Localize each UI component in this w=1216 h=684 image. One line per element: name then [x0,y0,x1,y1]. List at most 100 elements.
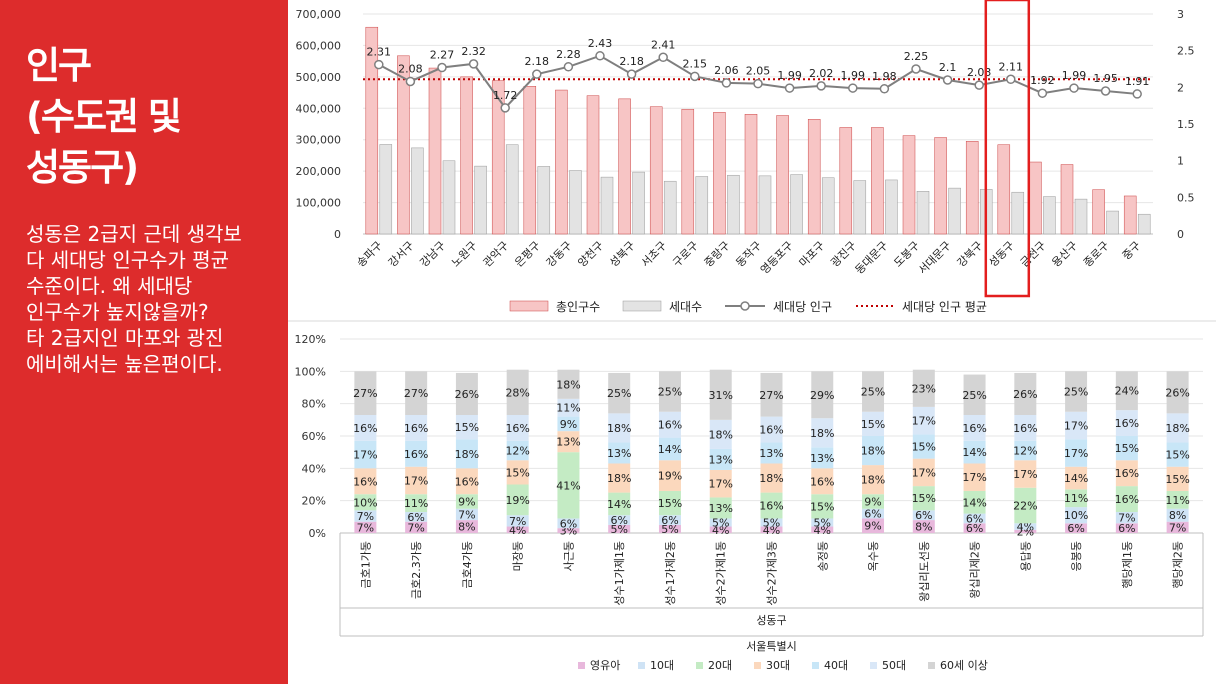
stacked-segment [760,526,783,533]
legend-label: 30대 [766,659,790,672]
segment-data-label: 41% [556,479,580,492]
x-tick-label: 강남구 [417,239,448,270]
segment-data-label: 16% [353,475,377,488]
stacked-segment [354,468,377,495]
stacked-segment [1166,521,1189,533]
segment-data-label: 18% [861,474,885,487]
segment-data-label: 22% [1013,500,1037,513]
household-bar [1137,213,1151,235]
stacked-segment [963,513,986,524]
segment-data-label: 17% [709,478,733,491]
ratio-data-label: 2.28 [556,48,581,61]
segment-data-label: 13% [810,452,834,465]
population-bar [649,106,663,235]
x-tick-label: 은평구 [512,239,543,270]
stacked-segment [557,518,580,529]
segment-data-label: 6% [1118,522,1135,535]
x-tick-label: 사근동 [562,541,575,571]
x-tick-label: 중구 [1120,239,1144,263]
x-tick-label: 서초구 [639,239,670,270]
ratio-data-label: 1.72 [493,89,518,102]
population-bar [555,89,568,235]
x-tick-label: 강서구 [386,239,417,270]
household-bar [474,165,487,235]
segment-data-label: 16% [1115,417,1139,430]
stacked-segment [405,494,428,512]
x-tick-label: 서대문구 [916,239,954,277]
household-bar [821,177,835,235]
ratio-data-label: 2.18 [619,55,644,68]
x-tick-label: 관악구 [481,239,512,270]
segment-data-label: 25% [962,389,986,402]
x-axis-outer-label: 서울특별시 [746,640,797,653]
stacked-segment [709,518,732,527]
ratio-point [532,69,542,79]
segment-data-label: 27% [404,387,428,400]
segment-data-label: 25% [658,386,682,399]
ratio-data-label: 2.32 [461,45,486,58]
ratio-point [974,80,984,90]
x-tick-label: 용산구 [1049,239,1080,270]
segment-data-label: 5% [712,516,729,529]
segment-data-label: 18% [1165,422,1189,435]
segment-data-label: 16% [759,500,783,513]
stacked-segment [658,524,681,533]
segment-data-label: 13% [759,447,783,460]
stacked-segment [1014,372,1037,415]
stacked-segment [1014,440,1037,461]
ratio-point [595,51,605,61]
stacked-segment [354,440,377,469]
stacked-segment [1065,371,1088,412]
segment-data-label: 25% [1064,386,1088,399]
ratio-data-label: 2.06 [714,64,739,77]
ratio-point [500,103,510,113]
stacked-segment [811,494,834,519]
x-tick-label: 응봉동 [1070,541,1083,571]
segment-data-label: 16% [505,422,529,435]
x-tick-label: 금호1가동 [359,541,372,588]
population-bar [713,112,726,235]
segment-data-label: 7% [1118,512,1135,525]
y-tick-label: 100% [295,365,326,378]
y-tick-label: 60% [302,430,326,443]
stacked-segment [405,371,428,415]
segment-data-label: 10% [1064,509,1088,522]
x-tick-label: 금호2.3가동 [410,541,423,599]
stacked-segment [709,526,732,533]
segment-data-label: 17% [1064,447,1088,460]
y2-tick-label: 1 [1177,155,1184,168]
household-bar [411,147,424,235]
household-bar [948,187,961,235]
segment-data-label: 16% [1115,493,1139,506]
stacked-segment [354,510,377,522]
ratio-data-label: 2.18 [525,55,550,68]
stacked-segment [455,520,478,533]
household-bar [790,174,803,235]
population-bar [460,76,473,235]
ratio-data-label: 2.31 [367,46,392,59]
stacked-segment [557,431,580,453]
segment-data-label: 4% [814,524,831,537]
segment-data-label: 9% [864,520,881,533]
legend-swatch [638,662,645,669]
y2-tick-label: 2.5 [1177,45,1195,58]
stacked-segment [1014,529,1037,533]
stacked-segment [608,442,631,464]
household-bar [1106,210,1119,235]
segment-data-label: 11% [1064,492,1088,505]
x-axis-group-label: 성동구 [756,614,786,627]
segment-data-label: 14% [658,443,682,456]
stacked-segment [963,523,986,533]
stacked-segment [811,418,834,448]
segment-data-label: 7% [357,510,374,523]
charts-area: 0 100,000 200,000 300,000 400,000 500,000 600,… [288,0,1216,684]
stacked-segment [1166,508,1189,522]
ratio-point [563,62,574,72]
stacked-segment [760,416,783,443]
segment-data-label: 9% [560,418,577,431]
x-tick-label: 구로구 [670,239,701,270]
segment-data-label: 11% [556,402,580,415]
segment-data-label: 15% [455,421,479,434]
stacked-segment [354,521,377,533]
x-tick-label: 성수2가제3동 [766,541,779,606]
